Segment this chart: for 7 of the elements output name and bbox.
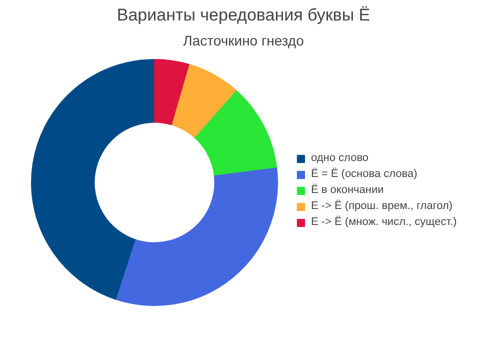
legend-label: одно слово [311,152,369,164]
legend-label: Е -> Ё (множ. числ., сущест.) [311,216,457,228]
legend-label: Ё = Ё (основа слова) [311,168,418,180]
legend-label: Е -> Ё (прош. врем., глагол) [311,200,453,212]
legend-label: Ё в окончании [311,184,384,196]
chart-subtitle: Ласточкино гнездо [183,32,304,48]
chart-title: Варианты чередования буквы Ё [116,6,370,24]
